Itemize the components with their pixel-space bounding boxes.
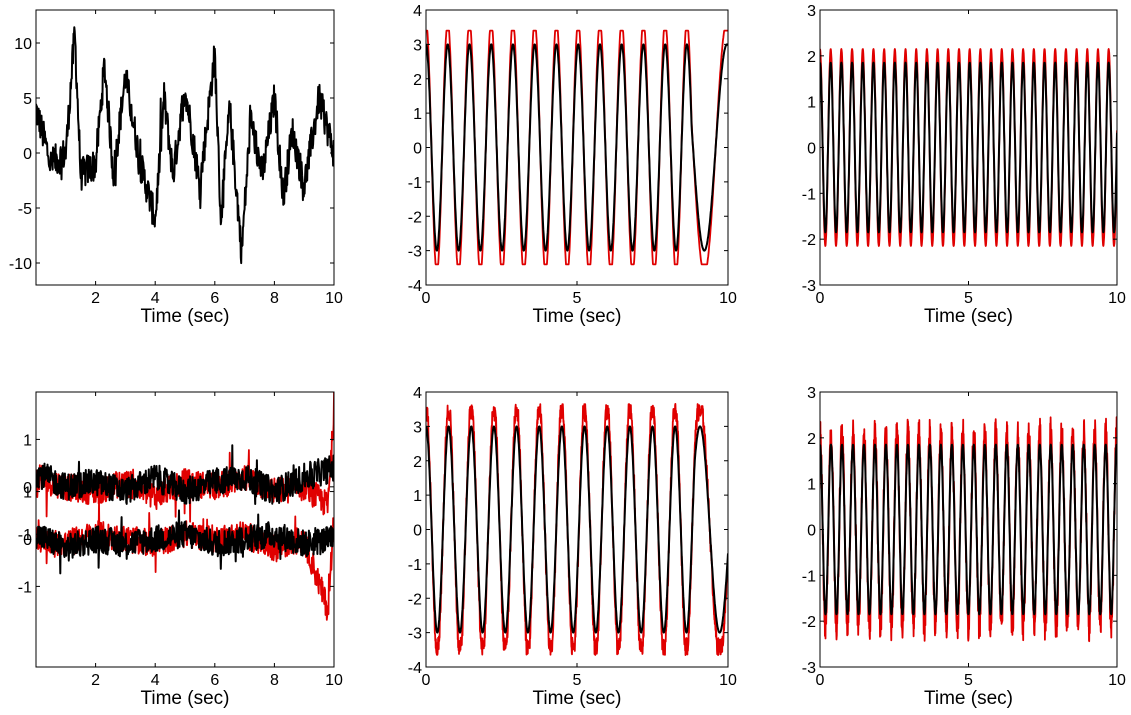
x-axis-label: Time (sec) [924,688,1013,709]
x-axis-label: Time (sec) [532,688,621,709]
series-line-1 [426,425,728,634]
chart-top-right: 0 5 10 -3 -2 -1 0 1 2 3 Time (sec) [802,3,1126,327]
axes-frame [35,9,335,286]
y-tick-label: -2 [802,232,816,249]
chart-bottom-middle: 0 5 10 -4 -3 -2 -1 0 1 2 3 4 Time (sec) [408,385,737,709]
x-tick-label: 10 [325,672,343,689]
y-tick-label: 2 [413,72,422,89]
x-tick-label: 8 [270,290,279,307]
y-tick-label: 1 [23,432,32,449]
y-tick-label: -3 [802,278,816,295]
x-tick-label: 5 [573,290,582,307]
axes-frame [35,391,335,668]
y-tick-label: 4 [413,3,422,20]
y-tick-label: -2 [408,591,422,608]
chart-top-middle: 0 5 10 -4 -3 -2 -1 0 1 2 3 4 Time (sec) [408,3,737,327]
y-tick-label: -1 [802,186,816,203]
x-axis-label: Time (sec) [924,306,1013,327]
x-tick-label: 0 [422,290,431,307]
series-line-2 [36,498,334,621]
y-tick-label: 4 [413,385,422,402]
y-tick-label: -1 [408,557,422,574]
y-tick-label: -3 [408,626,422,643]
series-line-0 [820,416,1117,643]
y-tick-label: 2 [413,454,422,471]
y-tick-label: 0 [23,146,32,163]
chart-top-left: 2 4 6 8 10 -10 -5 0 5 10 Time (sec) [9,9,343,327]
series-line-1 [820,61,1117,234]
series-line-0 [36,26,334,265]
y-tick-label: -10 [9,256,32,273]
y-tick-label: -1 [802,568,816,585]
y-tick-label: 0 [23,532,32,549]
x-tick-label: 0 [816,290,825,307]
x-tick-label: 10 [719,290,737,307]
x-tick-label: 0 [816,672,825,689]
x-axis-label: Time (sec) [140,306,229,327]
y-tick-label: -5 [18,201,32,218]
x-axis-label: Time (sec) [140,688,229,709]
y-tick-label: 0 [807,523,816,540]
x-tick-label: 4 [151,672,160,689]
y-tick-label: -2 [802,614,816,631]
y-tick-label: -4 [408,278,422,295]
x-tick-label: 4 [151,290,160,307]
y-tick-label: 0 [413,141,422,158]
y-tick-label: 3 [413,419,422,436]
y-tick-label: 2 [807,431,816,448]
y-tick-label: -3 [408,244,422,261]
series-line-1 [820,443,1117,616]
series-line-1 [36,444,334,505]
x-tick-label: 6 [210,290,219,307]
y-tick-label: -2 [408,209,422,226]
y-tick-label: 0 [807,141,816,158]
y-tick-label: -3 [802,660,816,677]
axes-frame [425,391,729,668]
x-tick-label: 10 [1108,672,1126,689]
x-tick-label: 2 [91,290,100,307]
x-tick-label: 5 [964,290,973,307]
y-tick-label: 0 [23,480,32,497]
y-tick-label: -1 [408,175,422,192]
x-tick-label: 10 [719,672,737,689]
y-tick-label: -1 [18,527,32,544]
y-tick-label: 3 [807,3,816,20]
x-tick-label: 10 [325,290,343,307]
y-tick-label: 1 [23,485,32,502]
x-tick-label: 10 [1108,290,1126,307]
y-tick-label: 1 [807,95,816,112]
series-line-0 [426,402,728,656]
x-tick-label: 6 [210,672,219,689]
y-tick-label: 2 [807,49,816,66]
series-line-1 [426,43,728,252]
y-tick-label: -1 [18,579,32,596]
x-tick-label: 2 [91,672,100,689]
y-tick-label: 10 [14,36,32,53]
chart-bottom-right: 0 5 10 -3 -2 -1 0 1 2 3 Time (sec) [802,385,1126,709]
y-tick-label: -4 [408,660,422,677]
y-tick-label: 1 [413,488,422,505]
x-tick-label: 8 [270,672,279,689]
y-tick-label: 1 [807,477,816,494]
y-tick-label: 1 [413,106,422,123]
y-tick-label: 3 [413,37,422,54]
x-axis-label: Time (sec) [532,306,621,327]
x-tick-label: 5 [573,672,582,689]
x-tick-label: 0 [422,672,431,689]
x-tick-label: 5 [964,672,973,689]
y-tick-label: 3 [807,385,816,402]
series-line-3 [36,509,334,575]
y-tick-label: 0 [413,523,422,540]
y-tick-label: 5 [23,91,32,108]
